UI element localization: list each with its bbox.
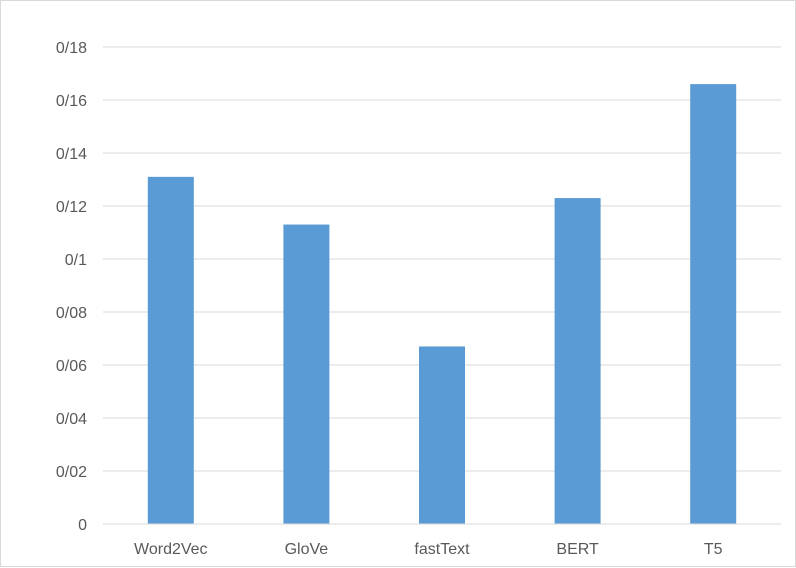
y-tick-label: 0 <box>78 517 87 534</box>
bar-word2vec <box>147 176 194 524</box>
bar-glove <box>283 224 330 525</box>
bars <box>147 84 737 525</box>
bar-fasttext <box>419 346 465 524</box>
y-tick-label: 0/04 <box>56 411 87 428</box>
x-category-label: T5 <box>704 541 723 558</box>
x-category-label: Word2Vec <box>134 541 208 558</box>
y-tick-label: 0/14 <box>56 146 87 163</box>
bar-bert <box>554 198 601 525</box>
y-tick-label: 0/02 <box>56 464 87 481</box>
y-tick-label: 0/18 <box>56 40 87 57</box>
y-tick-label: 0/1 <box>65 252 87 269</box>
y-axis-tick-labels: 0 0/02 0/04 0/06 0/08 0/1 0/12 0/14 0/16 0/18 <box>56 40 87 534</box>
x-category-label: fastText <box>414 541 470 558</box>
x-category-label: GloVe <box>285 541 329 558</box>
y-tick-label: 0/12 <box>56 199 87 216</box>
x-category-label: BERT <box>556 541 599 558</box>
y-tick-label: 0/06 <box>56 358 87 375</box>
y-tick-label: 0/08 <box>56 305 87 322</box>
y-tick-label: 0/16 <box>56 93 87 110</box>
gridlines <box>103 46 781 472</box>
x-axis-category-labels: Word2Vec GloVe fastText BERT T5 <box>134 541 723 558</box>
bar-t5 <box>690 84 737 524</box>
